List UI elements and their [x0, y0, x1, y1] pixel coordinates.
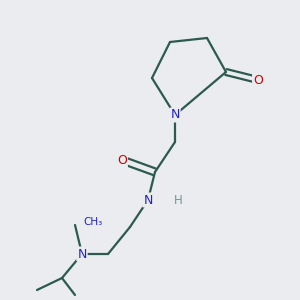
Text: O: O	[253, 74, 263, 86]
Text: N: N	[143, 194, 153, 206]
Text: CH₃: CH₃	[83, 217, 102, 227]
Text: O: O	[117, 154, 127, 166]
Text: H: H	[174, 194, 182, 206]
Text: N: N	[170, 109, 180, 122]
Text: N: N	[77, 248, 87, 260]
